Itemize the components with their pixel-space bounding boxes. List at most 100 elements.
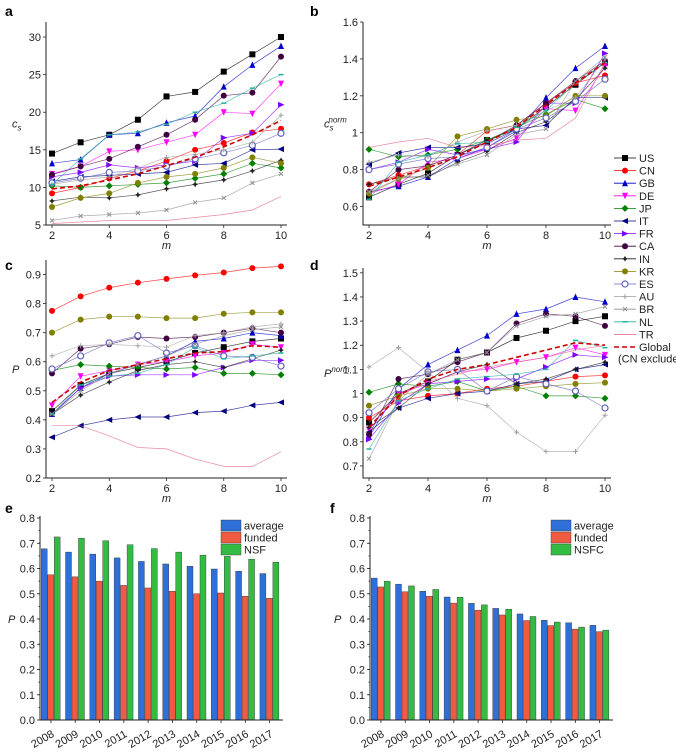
data-point: [366, 189, 372, 195]
data-point: [221, 330, 227, 336]
series-line: [51, 266, 282, 312]
data-point: [134, 279, 141, 286]
data-point: [220, 92, 227, 99]
y-tick-label: 30: [29, 32, 41, 44]
data-point: [49, 171, 55, 178]
series-gb: [366, 293, 608, 440]
data-point: [572, 380, 579, 387]
data-point: [49, 353, 55, 359]
legend-label: funded: [574, 533, 608, 545]
panel-label: b: [310, 3, 319, 19]
legend-marker: [622, 243, 628, 250]
data-point: [49, 218, 55, 223]
data-point: [395, 166, 402, 173]
data-point: [278, 329, 284, 336]
data-point: [163, 93, 170, 100]
data-point: [513, 385, 520, 392]
data-point: [278, 357, 285, 364]
data-point: [163, 139, 170, 146]
series-tr: [368, 62, 606, 148]
y-tick-label: 1.2: [343, 340, 358, 352]
legend-swatch: [550, 543, 572, 556]
y-tick-label: 0.4: [20, 614, 35, 626]
panel-e: e 0.0 0.1 0.2 0.3 0.4 0.5 0.6 0.7 0.8 200820092010…: [5, 500, 284, 751]
series-ca: [366, 310, 608, 438]
y-axis-label: P: [8, 614, 16, 626]
bar-average: [259, 573, 267, 721]
data-point: [365, 166, 373, 174]
y-tick-label: 0.2: [20, 665, 35, 677]
x-tick-label: 2011: [103, 728, 129, 750]
x-tick-label: 2013: [481, 728, 508, 751]
series-kr: [49, 154, 284, 210]
data-point: [572, 293, 579, 300]
legend-marker: [622, 230, 629, 237]
data-point: [250, 180, 255, 186]
data-point: [192, 315, 199, 322]
data-point: [106, 341, 112, 347]
data-point: [425, 146, 432, 153]
x-tick-label: 10: [599, 483, 611, 495]
data-point: [163, 179, 170, 187]
y-tick-label: 0.5: [26, 386, 41, 398]
data-point: [249, 329, 256, 336]
series-tr: [368, 344, 606, 423]
data-point: [77, 373, 84, 380]
y-tick-label: 0.2: [26, 473, 41, 485]
legend-label: GB: [639, 178, 655, 190]
data-point: [395, 181, 402, 188]
panel-f: f 0.0 0.1 0.2 0.3 0.4 0.5 0.6 0.7 0.8 200820092010…: [330, 500, 614, 751]
data-point: [484, 152, 490, 158]
data-point: [191, 174, 199, 182]
bar-average: [41, 548, 48, 721]
series-line: [368, 61, 606, 187]
data-point: [602, 379, 608, 386]
bar-average: [65, 551, 72, 721]
data-point: [602, 54, 608, 60]
bar-nsf: [175, 551, 182, 721]
bar-funded: [377, 586, 384, 721]
axes: [39, 516, 283, 721]
y-tick-label: 1: [352, 128, 358, 140]
data-point: [221, 333, 227, 338]
data-point: [454, 346, 461, 354]
series-line: [368, 45, 606, 193]
series-br: [49, 324, 284, 417]
data-point: [105, 182, 113, 190]
data-point: [542, 114, 550, 122]
data-point: [249, 61, 256, 68]
data-point: [164, 154, 169, 160]
bar-nsfc: [602, 629, 610, 721]
bar-funded: [450, 602, 457, 721]
data-point: [366, 190, 372, 197]
data-point: [543, 313, 549, 319]
legend-label: BR: [639, 304, 654, 316]
data-point: [601, 394, 609, 402]
bar-funded: [474, 609, 482, 721]
bar-funded: [571, 628, 579, 721]
data-point: [425, 371, 431, 377]
legend-marker: [621, 280, 629, 288]
y-tick-label: 10: [29, 182, 41, 194]
data-point: [249, 89, 256, 96]
data-point: [77, 293, 84, 300]
data-point: [134, 331, 142, 340]
data-point: [134, 413, 141, 420]
data-point: [106, 194, 113, 201]
data-point: [134, 191, 141, 198]
x-tick-label: 2016: [224, 728, 251, 751]
legend-swatch: [550, 519, 572, 532]
data-point: [366, 181, 372, 188]
panel-c: c 0.2 0.3 0.4 0.5 0.6 0.7 0.8 0.9 2 4 6 8 10 m P: [5, 257, 287, 505]
bar-nsfc: [456, 597, 464, 721]
y-tick-label: 1.3: [343, 316, 358, 328]
data-point: [366, 424, 372, 431]
y-tick-label: 0.9: [343, 413, 358, 425]
y-tick-label: 0.6: [20, 564, 35, 576]
data-point: [192, 333, 198, 339]
series-us: [49, 34, 284, 157]
bar-average: [138, 561, 145, 721]
data-point: [221, 147, 227, 153]
panel-a: a 5 10 15 20 25 30 2 4 6 8 10 m cs: [5, 3, 287, 252]
